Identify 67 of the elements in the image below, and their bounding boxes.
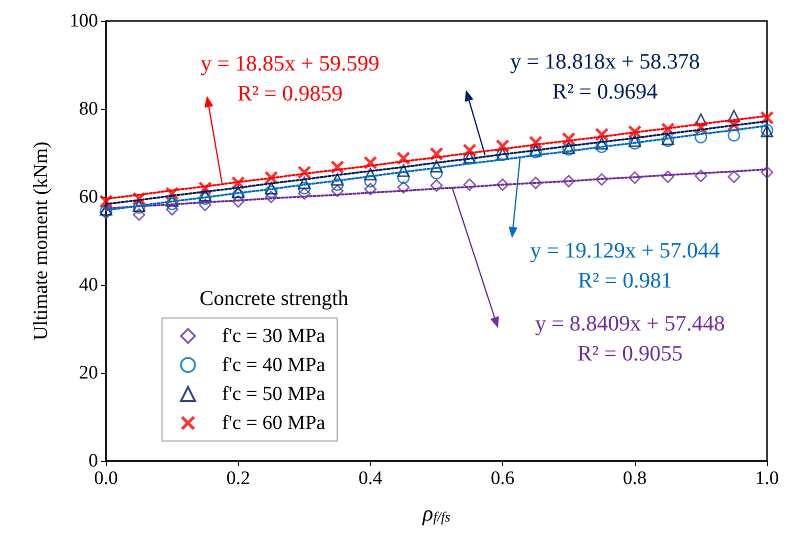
point (496, 178, 509, 191)
y-tick-label: 80 (79, 98, 98, 120)
annotation: y = 19.129x + 57.044 R² = 0.981 (530, 238, 720, 292)
point (760, 166, 774, 179)
x-tick-label: 0.2 (226, 468, 250, 489)
legend-label: f'c = 30 MPa (222, 325, 326, 347)
x-tick-label: 0.6 (490, 468, 514, 489)
point (166, 203, 178, 216)
point (198, 188, 212, 202)
point (364, 168, 377, 180)
y-tick-label: 20 (79, 362, 98, 384)
x-axis-title: ρf/fs (422, 500, 451, 526)
point (694, 170, 708, 182)
point (662, 170, 674, 184)
annotation: y = 18.818x + 58.378 R² = 0.9694 (510, 48, 700, 104)
point (628, 171, 642, 184)
point (397, 171, 410, 184)
legend-label: f'c = 40 MPa (222, 354, 326, 376)
point (397, 164, 410, 177)
point (166, 198, 178, 210)
point (728, 129, 740, 142)
point (265, 182, 278, 194)
y-tick-label: 60 (79, 186, 98, 208)
point (694, 130, 708, 144)
point (364, 182, 377, 196)
point (463, 178, 476, 191)
x-tick-label: 0.8 (622, 468, 647, 489)
annotation: y = 8.8409x + 57.448 R² = 0.9055 (535, 310, 725, 366)
point (198, 198, 212, 212)
point (265, 185, 278, 198)
point (430, 166, 443, 180)
legend-label: f'c = 60 MPa (222, 412, 326, 434)
point (529, 176, 542, 190)
x-tick-label: 0.4 (358, 468, 383, 489)
y-tick-label: 100 (70, 10, 98, 32)
point (628, 137, 642, 150)
point (728, 110, 740, 122)
point (364, 174, 377, 188)
point (232, 195, 244, 208)
annotation: y = 18.85x + 59.599 R² = 0.9859 (200, 50, 380, 106)
point (331, 184, 344, 198)
point (331, 173, 344, 186)
y-tick-label: 40 (79, 274, 98, 296)
point (232, 188, 244, 202)
point (430, 160, 443, 172)
point (298, 176, 311, 190)
point (694, 113, 708, 126)
point (132, 208, 146, 221)
point (198, 192, 212, 206)
point (596, 173, 608, 186)
x-tick-label: 1.0 (755, 468, 779, 489)
point (430, 179, 443, 192)
legend-title: Concrete strength (200, 286, 349, 310)
y-axis-title: Ultimate moment (kNm) (30, 142, 52, 340)
legend-label: f'c = 50 MPa (222, 383, 326, 405)
point (562, 174, 575, 188)
point (596, 137, 608, 150)
point (331, 178, 344, 191)
point (298, 182, 311, 194)
point (628, 134, 642, 147)
point (232, 185, 244, 198)
point (298, 187, 311, 200)
point (166, 194, 178, 207)
point (728, 170, 740, 184)
point (596, 140, 608, 154)
point (397, 181, 410, 194)
point (265, 190, 278, 204)
